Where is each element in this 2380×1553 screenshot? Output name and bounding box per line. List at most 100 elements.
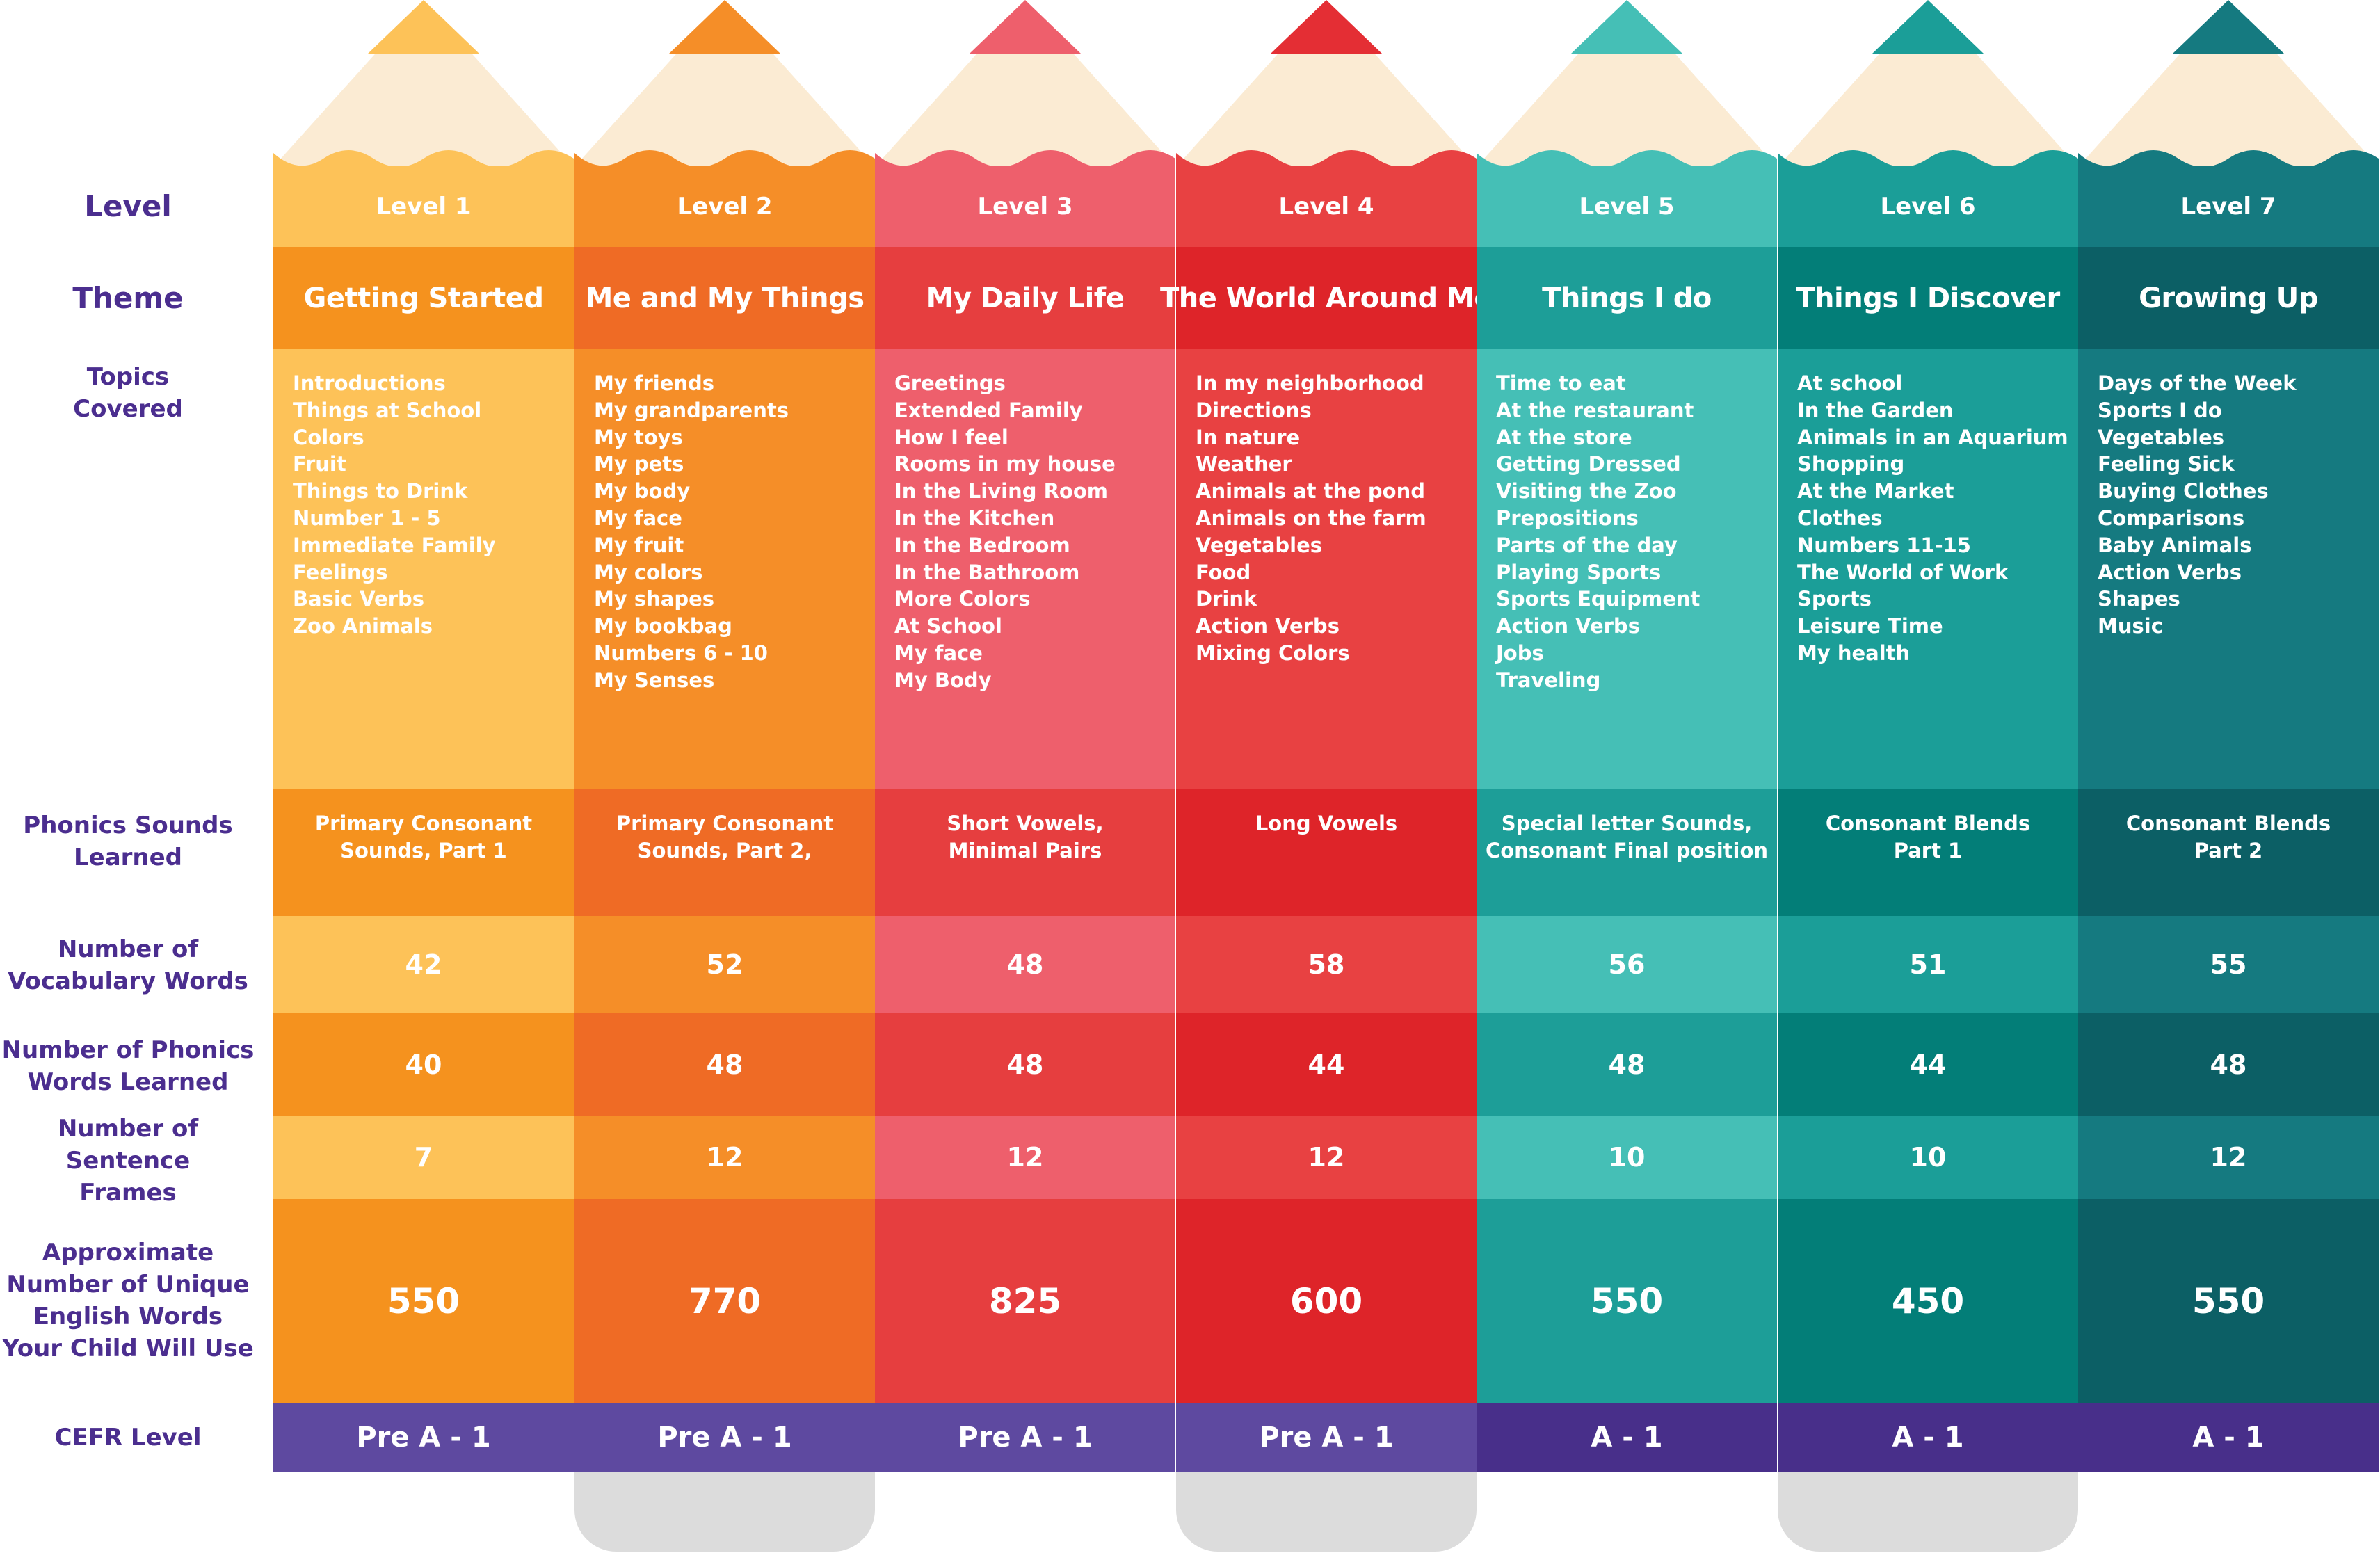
topic-item: Sports [1797,587,1872,611]
topics-list: My friends My grandparents My toys My pets M… [574,349,789,694]
topics-list: At school In the Garden Animals in an Aqua… [1778,349,2068,667]
topic-item: Numbers 6 - 10 [594,641,768,665]
topic-item: How I feel [894,425,1008,449]
topic-item: Traveling [1496,668,1601,692]
phonics-words-count: 44 [1778,1013,2078,1116]
level-title: Level 3 [875,166,1175,247]
topic-item: Prepositions [1496,506,1639,530]
topic-item: Jobs [1496,641,1544,665]
unique-words-count: 550 [1477,1199,1777,1403]
row-label-phonics: Phonics Sounds Learned [23,812,233,871]
cefr-level: Pre A - 1 [875,1403,1175,1472]
topic-item: My Senses [594,668,715,692]
topics-cell: Days of the Week Sports I do Vegetables Fee… [2078,349,2379,789]
topic-item: My shapes [594,587,715,611]
topic-item: Clothes [1797,506,1883,530]
topic-item: Action Verbs [2098,560,2242,584]
unique-words-count: 825 [875,1199,1175,1403]
pencil-tip-icon [574,0,875,167]
pencil-tip-icon [1778,0,2078,167]
topics-cell: In my neighborhood Directions In nature Wea… [1176,349,1477,789]
pencil-tip-icon [1176,0,1477,167]
topic-item: My bookbag [594,614,732,638]
vocabulary-count: 51 [1778,916,2078,1013]
topic-item: Music [2098,614,2163,638]
topic-item: Sports Equipment [1496,587,1700,611]
row-label-unique-words: Approximate Number of Unique English Wor… [2,1239,254,1362]
phonics-sounds: Consonant Blends Part 1 [1778,789,2078,916]
pencil-column-5: Level 5 Things I do Time to eat At the rest… [1477,0,1777,1553]
topics-list: Introductions Things at School Colors Fruit… [273,349,495,640]
sentence-frames-count: 12 [1176,1116,1477,1199]
theme-title: Growing Up [2078,247,2379,349]
topic-item: Visiting the Zoo [1496,479,1677,504]
topic-item: Directions [1196,398,1312,422]
topics-list: Time to eat At the restaurant At the store… [1477,349,1700,694]
topic-item: Animals at the pond [1196,479,1426,504]
level-title: Level 2 [574,166,875,247]
unique-words-count: 550 [273,1199,574,1403]
topics-cell: My friends My grandparents My toys My pets M… [574,349,875,789]
topics-list: Greetings Extended Family How I feel Rooms … [875,349,1116,694]
topic-item: Buying Clothes [2098,479,2269,504]
pencil-end-cap [1778,1472,2078,1552]
unique-words-count: 770 [574,1199,875,1403]
cefr-level: A - 1 [1477,1403,1777,1472]
theme-title: Me and My Things [574,247,875,349]
topic-item: Vegetables [1196,533,1323,557]
pencil-tip-icon [875,0,1175,167]
topics-cell: Introductions Things at School Colors Fruit… [273,349,574,789]
phonics-sounds: Primary Consonant Sounds, Part 2, [574,789,875,916]
cefr-level: Pre A - 1 [273,1403,574,1472]
topic-item: My health [1797,641,1911,665]
topic-item: My fruit [594,533,684,557]
topic-item: Getting Dressed [1496,452,1681,476]
pencil-end-cap [1477,1472,1777,1552]
pencil-tip-icon [273,0,574,167]
topic-item: Extended Family [894,398,1083,422]
pencil-column-1: Level 1 Getting Started Introductions Thing… [273,0,574,1553]
topic-item: My face [594,506,682,530]
phonics-sounds: Consonant Blends Part 2 [2078,789,2379,916]
cefr-level: Pre A - 1 [1176,1403,1477,1472]
topic-item: Introductions [293,371,446,395]
level-title: Level 5 [1477,166,1777,247]
row-label-topics: Topics Covered [73,363,183,423]
topic-item: Weather [1196,452,1292,476]
cefr-level: A - 1 [1778,1403,2078,1472]
vocabulary-count: 48 [875,916,1175,1013]
topic-item: Fruit [293,452,346,476]
phonics-words-count: 48 [2078,1013,2379,1116]
topic-item: Feelings [293,560,388,584]
topic-item: Animals on the farm [1196,506,1426,530]
pencil-column-4: Level 4 The World Around Me In my neighbor… [1160,0,1493,1553]
topic-item: At School [894,614,1002,638]
topic-item: In my neighborhood [1196,371,1424,395]
sentence-frames-count: 12 [574,1116,875,1199]
sentence-frames-count: 12 [2078,1116,2379,1199]
topic-item: Food [1196,560,1251,584]
topic-item: Zoo Animals [293,614,433,638]
topic-item: My pets [594,452,684,476]
level-title: Level 6 [1778,166,2078,247]
topic-item: Sports I do [2098,398,2222,422]
topic-item: Numbers 11-15 [1797,533,1971,557]
sentence-frames-count: 7 [273,1116,574,1199]
level-title: Level 4 [1176,166,1477,247]
topic-item: Shopping [1797,452,1905,476]
topic-item: The World of Work [1797,560,2009,584]
topic-item: Feeling Sick [2098,452,2235,476]
topics-cell: Greetings Extended Family How I feel Rooms … [875,349,1175,789]
level-title: Level 1 [273,166,574,247]
pencil-end-cap [875,1472,1175,1552]
unique-words-count: 550 [2078,1199,2379,1403]
phonics-sounds: Short Vowels, Minimal Pairs [875,789,1175,916]
unique-words-count: 450 [1778,1199,2078,1403]
topic-item: Action Verbs [1496,614,1640,638]
topic-item: At the restaurant [1496,398,1694,422]
topics-cell: At school In the Garden Animals in an Aqua… [1778,349,2078,789]
topic-item: Action Verbs [1196,614,1340,638]
topic-item: Vegetables [2098,425,2225,449]
topic-item: In the Bedroom [894,533,1070,557]
pencil-end-cap [2078,1472,2379,1552]
